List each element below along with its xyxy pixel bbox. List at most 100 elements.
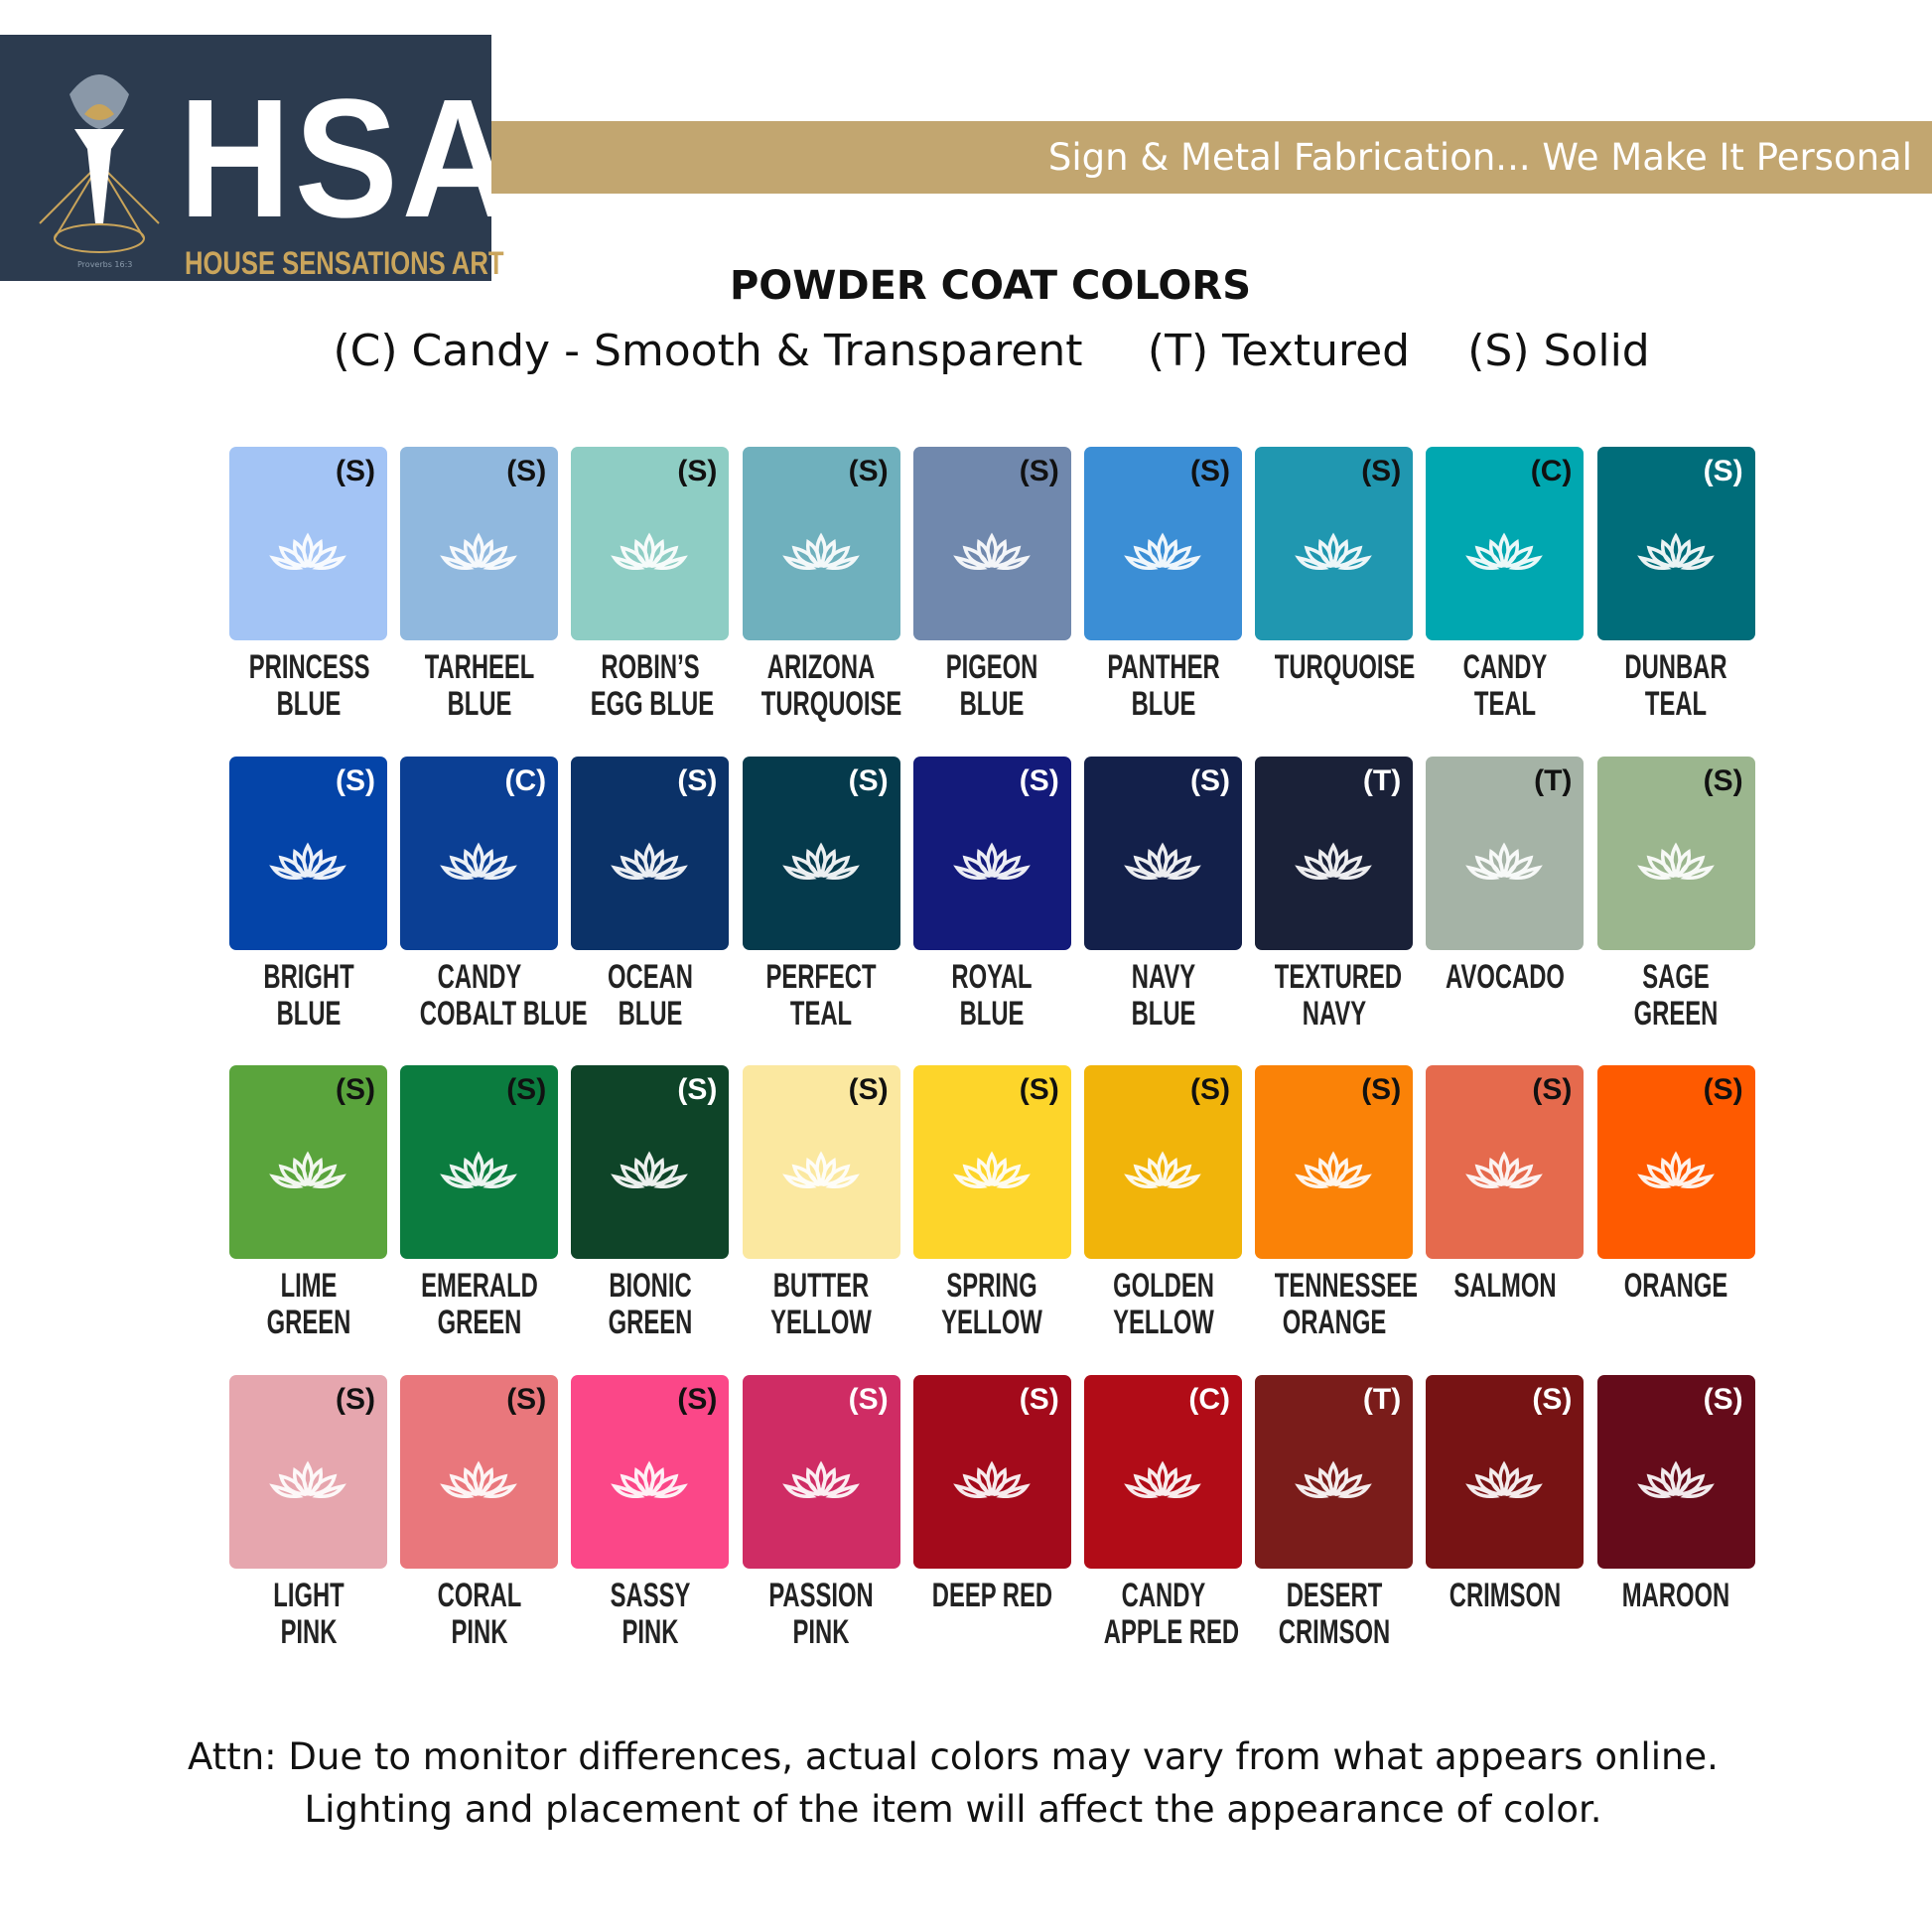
color-name: CANDY COBALT BLUE — [394, 958, 587, 1033]
color-name: AVOCADO — [1420, 957, 1590, 996]
color-name: DEEP RED — [906, 1577, 1077, 1614]
color-swatch: (S) — [1084, 756, 1242, 950]
color-name-line: BLUE — [276, 685, 341, 723]
finish-code: (S) — [677, 455, 718, 487]
color-name-line: SASSY — [610, 1576, 691, 1614]
color-swatch: (T) — [1255, 756, 1414, 950]
lotus-icon — [440, 841, 518, 880]
finish-code: (S) — [336, 763, 375, 797]
title: POWDER COAT COLORS — [729, 263, 1252, 309]
finish-code: (S) — [1361, 455, 1402, 487]
color-name: SAGE GREEN — [1590, 957, 1761, 1033]
color-name: TENNESSEE ORANGE — [1249, 1268, 1420, 1341]
color-name-line: BLUE — [1131, 685, 1195, 723]
lotus-icon — [1124, 1459, 1201, 1498]
lotus-icon — [781, 1459, 860, 1498]
finish-code: (S) — [848, 763, 889, 797]
color-name-line: SAGE — [1642, 957, 1710, 996]
finish-code: (S) — [677, 1073, 718, 1106]
color-swatch: (S) — [1426, 1065, 1585, 1259]
lotus-icon — [611, 532, 689, 571]
finish-code: (S) — [1190, 763, 1230, 797]
finish-code: (S) — [336, 1073, 375, 1106]
color-name: DESERT CRIMSON — [1249, 1577, 1420, 1651]
logo-torch — [39, 74, 160, 253]
color-name: ORANGE — [1590, 1268, 1761, 1305]
color-name-line: GREEN — [1633, 994, 1719, 1033]
color-name-line: EMERALD — [420, 1267, 538, 1305]
color-name: SALMON — [1420, 1268, 1590, 1305]
color-name: ARIZONA TURQUOISE — [736, 649, 906, 723]
lotus-icon — [781, 841, 860, 880]
lotus-icon — [952, 841, 1031, 880]
color-name-line: TEAL — [1473, 685, 1536, 723]
finish-code: (C) — [1530, 455, 1573, 487]
color-swatch: (S) — [400, 1374, 559, 1569]
color-name-line: CANDY — [1121, 1576, 1205, 1614]
color-name-line: ORANGE — [1282, 1304, 1386, 1341]
color-name-line: TENNESSEE — [1274, 1267, 1418, 1305]
color-name: GOLDEN YELLOW — [1078, 1268, 1249, 1341]
color-swatch: (S) — [912, 756, 1071, 950]
color-name-line: GREEN — [608, 1304, 693, 1341]
color-name-line: ROBIN’S — [601, 648, 700, 686]
color-name-line: AVOCADO — [1445, 957, 1565, 996]
color-swatch: (S) — [742, 1065, 900, 1259]
lotus-icon — [1636, 532, 1715, 571]
finish-code: (S) — [1532, 1382, 1573, 1416]
color-name: PRINCESS BLUE — [223, 649, 394, 723]
color-name-line: CANDY — [1462, 648, 1548, 686]
color-swatch: (S) — [571, 447, 730, 640]
logo-verse: Proverbs 16:3 — [77, 260, 133, 269]
finish-code: (S) — [677, 1382, 718, 1416]
lotus-icon — [269, 1459, 346, 1498]
lotus-icon — [1465, 841, 1544, 880]
color-name-line: TEAL — [790, 994, 853, 1033]
color-name-line: BUTTER — [772, 1267, 870, 1305]
lotus-icon — [269, 532, 346, 571]
legend-item: (T) Textured — [1147, 326, 1411, 376]
color-name: CANDY TEAL — [1420, 649, 1590, 723]
finish-code: (S) — [1703, 1382, 1743, 1416]
lotus-icon — [440, 532, 518, 571]
color-swatch: (S) — [1084, 447, 1242, 640]
lotus-icon — [1465, 1151, 1544, 1189]
color-name: EMERALD GREEN — [394, 1268, 565, 1341]
color-name-line: PASSION — [768, 1576, 874, 1614]
color-name: PERFECT TEAL — [736, 958, 906, 1033]
color-name: TARHEEL BLUE — [394, 649, 565, 723]
finish-code: (C) — [1188, 1382, 1230, 1416]
tagline: Sign & Metal Fabrication... We Make It P… — [1047, 136, 1912, 179]
color-name: SPRING YELLOW — [906, 1268, 1077, 1341]
color-name-line: BLUE — [1131, 994, 1195, 1033]
color-swatch: (S) — [742, 447, 900, 640]
color-name-line: SALMON — [1453, 1267, 1557, 1305]
color-name: PASSION PINK — [736, 1576, 906, 1651]
color-swatch: (S) — [742, 756, 900, 950]
color-name-line: LIGHT — [272, 1576, 345, 1614]
color-name-line: GREEN — [437, 1304, 522, 1341]
finish-code: (S) — [1361, 1073, 1402, 1106]
finish-code: (T) — [1362, 763, 1402, 797]
footer-line: Lighting and placement of the item will … — [304, 1788, 1602, 1831]
color-name-line: TEAL — [1645, 685, 1708, 723]
color-name-line: TURQUOISE — [760, 685, 902, 723]
finish-code: (S) — [1019, 1073, 1059, 1106]
color-swatch: (S) — [571, 756, 730, 950]
finish-code: (S) — [1190, 1073, 1230, 1106]
color-name: BIONIC GREEN — [565, 1268, 736, 1341]
color-swatch: (S) — [229, 1374, 387, 1569]
color-swatch: (S) — [742, 1374, 900, 1569]
color-name-line: YELLOW — [941, 1304, 1043, 1341]
color-name: SASSY PINK — [565, 1576, 736, 1651]
color-name-line: GREEN — [266, 1304, 350, 1341]
finish-code: (S) — [1019, 455, 1059, 487]
finish-code: (S) — [1532, 1073, 1573, 1106]
color-swatch: (S) — [1596, 756, 1755, 950]
finish-code: (S) — [848, 1073, 889, 1106]
color-name: ROYAL BLUE — [906, 958, 1077, 1033]
finish-code: (S) — [1190, 455, 1230, 487]
color-swatch: (S) — [1596, 1374, 1755, 1569]
color-name-line: YELLOW — [1112, 1304, 1214, 1341]
lotus-icon — [952, 1151, 1031, 1189]
